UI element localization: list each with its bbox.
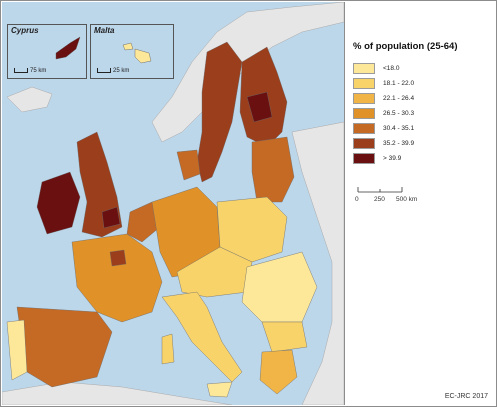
legend-row: 18.1 - 22.0 — [353, 76, 493, 90]
map-legend: % of population (25-64) <18.0 18.1 - 22.0… — [353, 41, 493, 166]
cyprus-shape — [55, 36, 81, 60]
legend-swatch — [353, 92, 375, 104]
legend-row: <18.0 — [353, 61, 493, 75]
map-scalebar: 0 250 500 km — [355, 187, 417, 203]
finland-capital-region — [246, 91, 273, 123]
paris-region — [109, 249, 127, 267]
malta-scalebar: 25 km — [97, 67, 129, 74]
choropleth-map: Cyprus 75 km Malta 25 km — [2, 2, 345, 405]
north-africa-landmass — [2, 381, 233, 405]
legend-label: 22.1 - 26.4 — [383, 94, 415, 102]
norway-landmass — [151, 2, 344, 143]
malta-shape — [122, 42, 152, 64]
legend-classes: <18.0 18.1 - 22.0 22.1 - 26.4 26.5 - 30.3 30… — [353, 61, 493, 165]
france-region — [71, 233, 163, 323]
legend-swatch — [353, 152, 375, 164]
legend-label: 18.1 - 22.0 — [383, 79, 415, 87]
legend-label: > 39.9 — [383, 154, 402, 162]
greece-region — [259, 349, 298, 395]
ireland-region — [36, 171, 81, 235]
eastern-non-eu-landmass — [291, 121, 344, 405]
hungary-romania-region — [241, 251, 318, 323]
legend-swatch — [353, 107, 375, 119]
legend-label: <18.0 — [383, 64, 400, 72]
legend-label: 35.2 - 39.9 — [383, 139, 415, 147]
malta-inset-title: Malta — [94, 26, 115, 35]
malta-inset: Malta 25 km — [90, 24, 174, 79]
legend-row: 22.1 - 26.4 — [353, 91, 493, 105]
cyprus-scalebar: 75 km — [14, 67, 46, 74]
scale-label-500km: 500 km — [396, 196, 417, 203]
map-svg — [2, 2, 344, 405]
legend-swatch — [353, 62, 375, 74]
scale-label-250: 250 — [374, 196, 385, 203]
legend-swatch — [353, 137, 375, 149]
legend-swatch — [353, 122, 375, 134]
sweden-region — [196, 41, 243, 183]
legend-row: 30.4 - 35.1 — [353, 121, 493, 135]
legend-label: 30.4 - 35.1 — [383, 124, 415, 132]
legend-swatch — [353, 77, 375, 89]
legend-row: 35.2 - 39.9 — [353, 136, 493, 150]
spain-region — [16, 306, 113, 388]
cyprus-inset-title: Cyprus — [11, 26, 39, 35]
iceland-landmass — [6, 86, 53, 113]
italy-region — [161, 291, 243, 383]
cyprus-inset: Cyprus 75 km — [7, 24, 87, 79]
legend-row: 26.5 - 30.3 — [353, 106, 493, 120]
map-credit: EC-JRC 2017 — [444, 393, 488, 400]
denmark-region — [176, 149, 201, 181]
bulgaria-region — [261, 321, 308, 353]
sardinia-region — [161, 333, 175, 365]
legend-title: % of population (25-64) — [353, 41, 458, 52]
sicily-region — [206, 381, 233, 398]
legend-label: 26.5 - 30.3 — [383, 109, 415, 117]
london-region — [101, 206, 121, 229]
scale-label-0: 0 — [355, 196, 359, 203]
legend-row: > 39.9 — [353, 151, 493, 165]
benelux-region — [126, 201, 161, 243]
baltic-states-region — [251, 136, 295, 203]
portugal-region — [6, 319, 28, 381]
